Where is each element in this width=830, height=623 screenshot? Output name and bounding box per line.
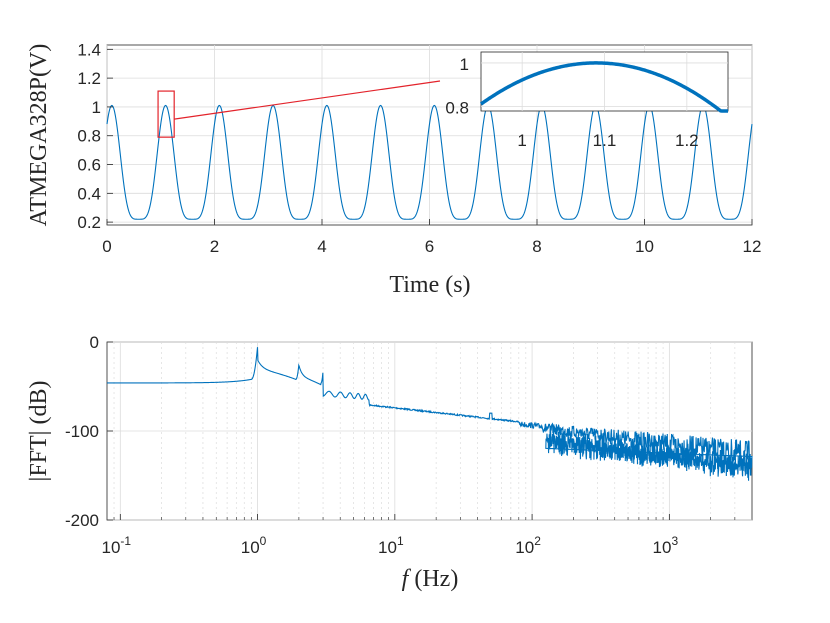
y-tick-label: 0.4 [77,184,101,203]
y-tick-label: -200 [65,511,99,530]
voltage-trace [106,104,753,220]
inset-x-tick-label: 1.1 [593,131,617,150]
inset-y-tick-label: 1 [460,55,469,74]
x-tick-base: 10 [378,538,397,557]
y-tick-label: -100 [65,422,99,441]
y-tick-label: 1 [92,98,101,117]
x-tick-exponent: 3 [671,534,678,548]
fft-plot-grid [107,341,752,521]
inset-x-ticks: 1 1.1 1.2 [517,131,698,150]
y-tick-label: 0 [90,333,99,352]
time-plot-y-ticks: 0.2 0.4 0.6 0.8 1 1.2 1.4 [77,40,113,232]
fft-plot-x-ticks: 10-1 100 101 102 103 [102,514,736,557]
x-tick-base: 10 [515,538,534,557]
y-tick-label: 0.8 [77,127,101,146]
fft-plot-y-ticks: 0 -100 -200 [65,333,113,530]
x-tick-exponent: -1 [120,534,131,548]
x-tick-label: 103 [653,534,679,557]
x-tick-label: 101 [378,534,404,557]
x-tick-label: 0 [102,237,111,256]
time-plot-y-label: ATMEGA328P(V) [26,44,52,227]
fft-plot-y-label: |FFT| (dB) [26,381,52,482]
x-tick-label: 102 [515,534,541,557]
zoom-connector-line [174,80,441,120]
y-tick-label: 0.2 [77,213,101,232]
inset-trace [479,61,728,113]
inset-y-tick-label: 0.8 [445,99,469,118]
inset-x-tick-label: 1.2 [675,131,699,150]
time-plot-x-ticks: 0 2 4 6 8 10 12 [102,219,761,256]
y-tick-label: 0.6 [77,156,101,175]
x-tick-exponent: 1 [397,534,404,548]
y-tick-label: 1.4 [77,40,101,59]
x-tick-base: 10 [241,538,260,557]
x-tick-label: 8 [532,237,541,256]
x-tick-exponent: 0 [260,534,267,548]
y-tick-label: 1.2 [77,69,101,88]
x-tick-label: 12 [743,237,762,256]
x-tick-label: 2 [210,237,219,256]
inset-x-tick-label: 1 [517,131,526,150]
zoom-region-box [157,90,175,138]
x-tick-label: 10-1 [102,534,132,557]
inset-y-ticks: 0.81 [445,55,469,118]
x-tick-label: 100 [241,534,267,557]
x-tick-label: 4 [317,237,326,256]
fft-plot-x-label: f (Hz) [402,566,459,592]
x-tick-label: 6 [425,237,434,256]
x-tick-base: 10 [653,538,672,557]
x-tick-label: 10 [635,237,654,256]
fft-plot: 0-100-200 10-1 100 101 102 103 f (Hz) |FFT| … [26,333,753,592]
x-tick-exponent: 2 [534,534,541,548]
zoom-inset: 0.81 1 1.1 1.2 [445,51,729,150]
fft-trace [107,347,753,481]
time-domain-plot: 0.20.40.60.811.21.4 0 2 4 6 8 10 12 0.81 1 1.1 1… [26,40,761,298]
time-plot-x-label: Time (s) [389,272,470,298]
x-tick-base: 10 [102,538,121,557]
